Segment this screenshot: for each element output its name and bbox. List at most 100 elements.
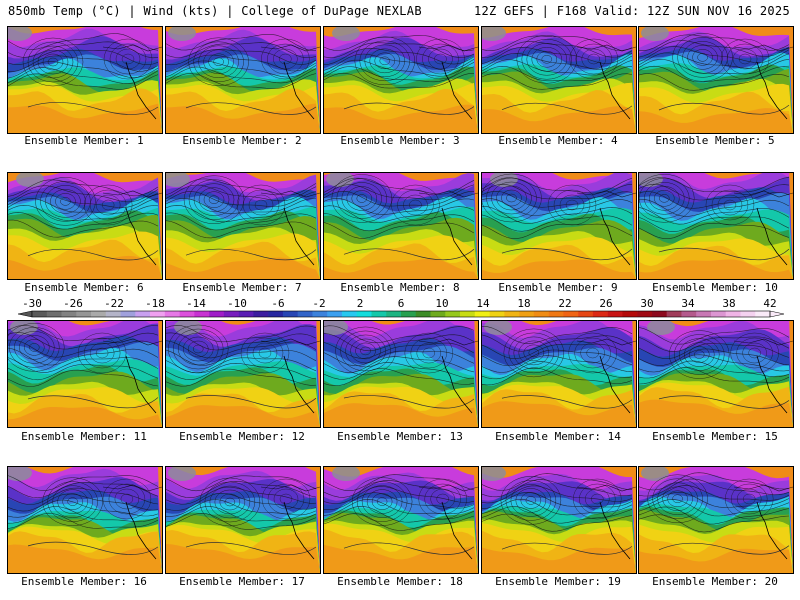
colorbar-segment (253, 311, 269, 317)
colorbar-segment (91, 311, 107, 317)
ensemble-member-label: Ensemble Member: 17 (179, 575, 305, 588)
ensemble-member-label: Ensemble Member: 15 (652, 430, 778, 443)
colorbar-segment (401, 311, 417, 317)
colorbar-segment (150, 311, 166, 317)
ensemble-member-label: Ensemble Member: 3 (340, 134, 460, 147)
ensemble-map-panel (638, 466, 794, 574)
colorbar-tick-label: 14 (476, 297, 490, 310)
colorbar-tick-label: -14 (186, 297, 206, 310)
colorbar-segment (76, 311, 92, 317)
ensemble-map-panel (165, 172, 321, 280)
colorbar-tick-label: 30 (640, 297, 653, 310)
colorbar-tick-label: -30 (22, 297, 42, 310)
temperature-field-map (324, 467, 478, 573)
colorbar-segment (637, 311, 653, 317)
colorbar-segment (696, 311, 712, 317)
ensemble-map-panel (323, 320, 479, 428)
colorbar-segment (430, 311, 446, 317)
colorbar-segment (105, 311, 121, 317)
ensemble-member-label: Ensemble Member: 16 (21, 575, 147, 588)
ensemble-member-label: Ensemble Member: 20 (652, 575, 778, 588)
ensemble-map-panel (7, 466, 163, 574)
temperature-field-map (166, 321, 320, 427)
colorbar-segment (179, 311, 195, 317)
colorbar-segment (194, 311, 210, 317)
colorbar-segment (268, 311, 284, 317)
ensemble-member-label: Ensemble Member: 18 (337, 575, 463, 588)
colorbar-tick-label: -22 (104, 297, 124, 310)
colorbar-segment (651, 311, 667, 317)
ensemble-map-panel (638, 320, 794, 428)
colorbar-segment (622, 311, 638, 317)
colorbar-segment (61, 311, 77, 317)
ensemble-member-label: Ensemble Member: 9 (498, 281, 618, 294)
ensemble-map-panel (165, 320, 321, 428)
colorbar-tick-label: -10 (227, 297, 247, 310)
colorbar-segment (32, 311, 48, 317)
temperature-field-map (639, 321, 793, 427)
colorbar-tick-label: 42 (763, 297, 776, 310)
ensemble-member-label: Ensemble Member: 1 (24, 134, 144, 147)
ensemble-member-label: Ensemble Member: 4 (498, 134, 618, 147)
ensemble-map-panel (165, 26, 321, 134)
colorbar-segment (46, 311, 62, 317)
temperature-field-map (166, 173, 320, 279)
temperature-field-map (8, 27, 162, 133)
colorbar-segment (489, 311, 505, 317)
temperature-field-map (482, 27, 636, 133)
temperature-field-map (482, 467, 636, 573)
colorbar-tick-label: 18 (517, 297, 530, 310)
ensemble-map-panel (638, 172, 794, 280)
colorbar-segment (681, 311, 697, 317)
colorbar-segment (209, 311, 225, 317)
ensemble-member-label: Ensemble Member: 5 (655, 134, 775, 147)
colorbar-segment (238, 311, 254, 317)
ensemble-member-label: Ensemble Member: 7 (182, 281, 302, 294)
temperature-field-map (482, 173, 636, 279)
ensemble-map-panel (7, 26, 163, 134)
colorbar-tick-label: -26 (63, 297, 83, 310)
ensemble-map-panel (323, 466, 479, 574)
temperature-field-map (166, 27, 320, 133)
colorbar-tick-label: 26 (599, 297, 612, 310)
colorbar-segment (578, 311, 594, 317)
colorbar-segment (371, 311, 387, 317)
ensemble-member-label: Ensemble Member: 14 (495, 430, 621, 443)
temperature-field-map (482, 321, 636, 427)
colorbar-segment (504, 311, 520, 317)
colorbar-segment (519, 311, 535, 317)
ensemble-map-panel (481, 320, 637, 428)
temperature-field-map (324, 27, 478, 133)
ensemble-map-panel (481, 172, 637, 280)
temperature-field-map (166, 467, 320, 573)
colorbar-tick-label: -6 (271, 297, 284, 310)
colorbar-segment (710, 311, 727, 317)
ensemble-map-panel (165, 466, 321, 574)
colorbar-segment (327, 311, 343, 317)
colorbar-segment (533, 311, 549, 317)
colorbar-segment (592, 311, 608, 317)
ensemble-map-panel (638, 26, 794, 134)
colorbar-arrow-low (17, 310, 33, 318)
temperature-field-map (324, 173, 478, 279)
colorbar-tick-label: 10 (435, 297, 448, 310)
ensemble-member-label: Ensemble Member: 10 (652, 281, 778, 294)
colorbar-arrow-high (769, 310, 785, 318)
temperature-field-map (639, 173, 793, 279)
ensemble-member-label: Ensemble Member: 12 (179, 430, 305, 443)
product-title: 850mb Temp (°C) | Wind (kts) | College o… (8, 4, 422, 18)
ensemble-map-panel (7, 172, 163, 280)
temperature-field-map (639, 467, 793, 573)
colorbar-tick-label: 6 (398, 297, 405, 310)
colorbar-segment (445, 311, 461, 317)
colorbar-segment (120, 311, 136, 317)
colorbar-segment (341, 311, 358, 317)
colorbar-tick-label: 34 (681, 297, 695, 310)
colorbar-segment (415, 311, 431, 317)
colorbar-segment (282, 311, 298, 317)
colorbar-segment (725, 311, 741, 317)
colorbar-segment (548, 311, 564, 317)
ensemble-member-label: Ensemble Member: 2 (182, 134, 302, 147)
colorbar-segment (135, 311, 151, 317)
colorbar-tick-label: 22 (558, 297, 571, 310)
